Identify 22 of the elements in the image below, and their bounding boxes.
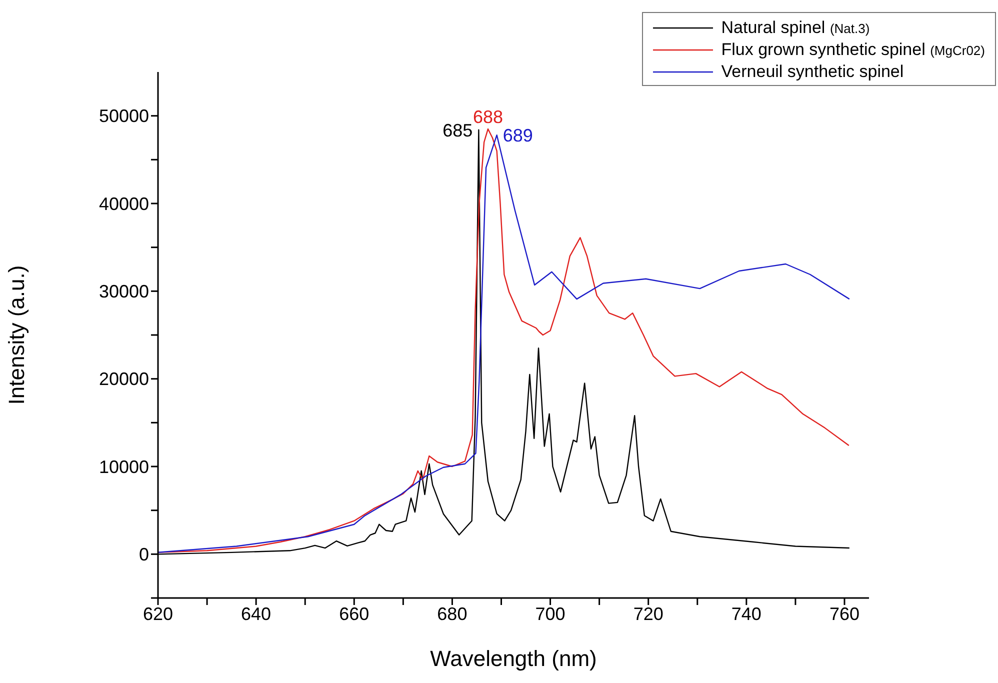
x-tick-label: 740	[731, 604, 762, 624]
x-tick-label: 720	[633, 604, 664, 624]
legend-label: Flux grown synthetic spinel (MgCr02)	[721, 40, 985, 60]
x-tick-label: 760	[829, 604, 860, 624]
annotation: 685	[442, 120, 473, 140]
legend-label: Verneuil synthetic spinel	[721, 62, 904, 82]
x-axis-title: Wavelength (nm)	[430, 646, 597, 671]
y-tick-label: 30000	[98, 282, 149, 302]
y-tick-label: 0	[138, 544, 149, 565]
annotation: 689	[502, 126, 533, 146]
x-tick-label: 680	[437, 604, 468, 624]
y-tick-label: 40000	[98, 194, 149, 214]
x-tick-label: 640	[241, 604, 272, 624]
y-tick-label: 20000	[98, 369, 149, 390]
y-axis-title: Intensity (a.u.)	[4, 265, 29, 405]
y-tick-label: 50000	[98, 106, 149, 126]
x-tick-label: 700	[535, 604, 566, 624]
annotation: 688	[472, 106, 504, 127]
y-tick-label: 10000	[98, 456, 149, 477]
x-tick-label: 620	[142, 604, 174, 624]
x-tick-label: 660	[339, 604, 370, 624]
legend-label: Natural spinel (Nat.3)	[721, 18, 870, 38]
